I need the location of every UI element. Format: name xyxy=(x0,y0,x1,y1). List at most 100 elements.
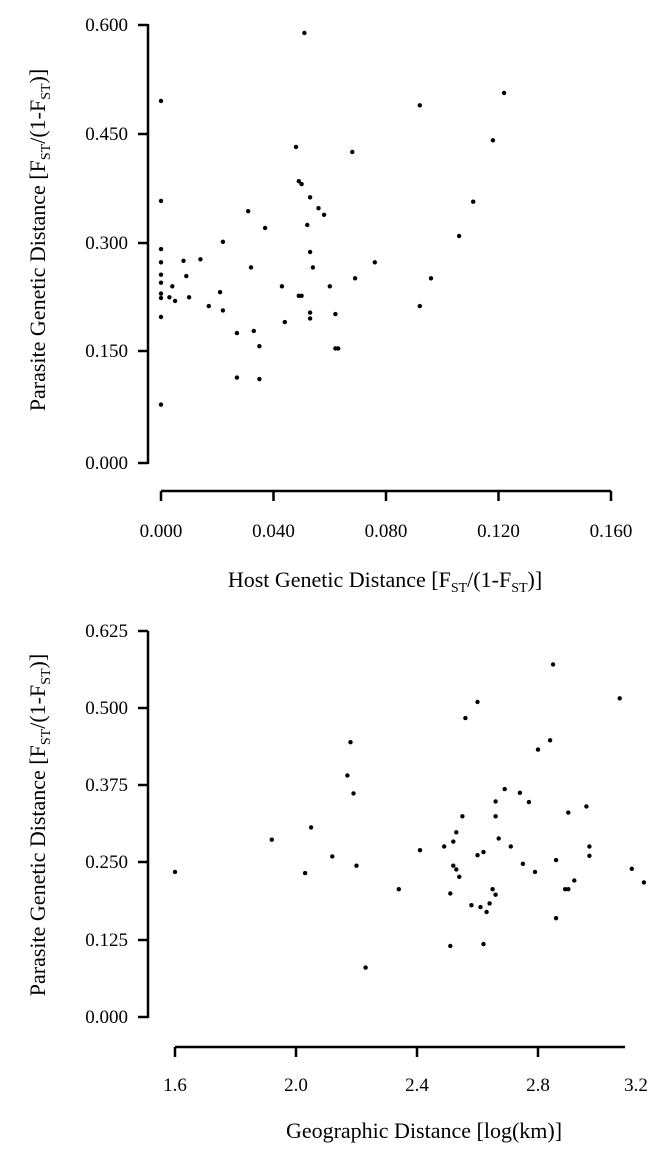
data-point xyxy=(307,316,313,321)
data-point xyxy=(566,887,571,892)
data-point xyxy=(251,328,256,334)
x-tick-label: 1.6 xyxy=(163,1075,187,1096)
data-point xyxy=(186,295,192,300)
x-tick-label: 0.160 xyxy=(590,521,633,542)
data-point xyxy=(520,861,526,866)
data-point xyxy=(487,901,492,906)
data-point xyxy=(351,791,356,796)
data-point xyxy=(269,837,274,842)
data-point xyxy=(417,103,422,108)
data-point xyxy=(493,892,498,897)
y-tick-labels: 0.600 0.450 0.300 0.150 0.000 xyxy=(85,15,128,474)
y-tick-label: 0.125 xyxy=(85,930,128,951)
x-axis-ticks xyxy=(173,1047,540,1057)
data-point xyxy=(481,849,486,855)
data-point xyxy=(526,799,532,805)
data-point xyxy=(158,314,164,320)
data-point xyxy=(234,375,240,380)
data-point xyxy=(307,249,313,255)
y-tick-label: 0.300 xyxy=(85,233,128,254)
x-tick-label: 0.040 xyxy=(252,521,295,542)
data-point xyxy=(456,233,462,239)
data-point xyxy=(553,916,559,921)
data-point xyxy=(158,291,164,296)
data-point xyxy=(248,265,254,270)
y-tick-label: 0.450 xyxy=(85,124,128,145)
data-point xyxy=(442,844,447,849)
y-axis-ticks xyxy=(138,629,148,1019)
data-point xyxy=(158,280,164,285)
y-tick-label: 0.250 xyxy=(85,852,128,873)
data-point xyxy=(321,212,327,217)
data-point xyxy=(475,853,480,858)
data-point xyxy=(184,273,189,279)
y-axis-title: Parasite Genetic Distance [FST​/(1-FST​)… xyxy=(25,69,54,411)
data-points xyxy=(172,662,647,970)
data-point xyxy=(302,870,308,876)
data-point xyxy=(257,344,262,349)
data-point xyxy=(417,303,422,309)
data-point xyxy=(629,866,634,871)
x-tick-label: 0.080 xyxy=(365,521,408,542)
data-point xyxy=(584,804,589,809)
data-point xyxy=(307,310,313,315)
x-axis-title: Geographic Distance [log(km)] xyxy=(286,1118,562,1143)
data-point xyxy=(158,246,164,252)
y-axis-ticks xyxy=(138,23,148,465)
data-point xyxy=(550,662,556,667)
data-point xyxy=(307,195,313,200)
data-point xyxy=(572,878,577,883)
data-point xyxy=(330,854,335,859)
data-point xyxy=(279,284,285,289)
data-point xyxy=(463,715,468,721)
data-point xyxy=(293,144,299,150)
data-point xyxy=(490,887,495,892)
data-point xyxy=(587,853,592,858)
data-point xyxy=(471,199,476,204)
data-point xyxy=(345,773,350,778)
data-point xyxy=(493,814,498,819)
data-point xyxy=(428,276,434,281)
data-point xyxy=(310,265,316,270)
data-point xyxy=(299,181,304,187)
data-point xyxy=(327,284,332,289)
data-point xyxy=(469,903,474,908)
data-point xyxy=(336,346,341,351)
host-distance-scatter-plot: 0.600 0.450 0.300 0.150 0.000 0.000 0.04… xyxy=(25,15,632,596)
x-tick-label: 0.120 xyxy=(477,521,520,542)
data-point xyxy=(158,260,164,265)
data-point xyxy=(363,965,368,970)
x-tick-labels: 1.6 2.0 2.4 2.8 3.2 xyxy=(163,1075,648,1096)
data-point xyxy=(493,799,498,804)
y-tick-label: 0.625 xyxy=(85,621,128,642)
data-point xyxy=(305,222,310,228)
x-tick-label: 0.000 xyxy=(140,521,183,542)
data-point xyxy=(217,290,223,295)
data-point xyxy=(475,699,480,705)
data-point xyxy=(181,258,186,263)
data-point xyxy=(170,284,175,289)
data-point xyxy=(302,30,307,36)
x-tick-label: 2.8 xyxy=(526,1075,550,1096)
x-axis-title: Host Genetic Distance [FST​/(1-FST​)] xyxy=(228,567,542,596)
data-point xyxy=(547,738,553,743)
data-point xyxy=(158,295,164,301)
data-point xyxy=(352,276,358,281)
x-tick-label: 2.0 xyxy=(284,1075,308,1096)
data-point xyxy=(246,209,251,214)
y-tick-label: 0.500 xyxy=(85,698,128,719)
data-point xyxy=(448,943,453,949)
data-point xyxy=(220,308,226,313)
data-point xyxy=(587,844,592,849)
data-point xyxy=(617,696,622,701)
data-point xyxy=(460,814,465,819)
data-point xyxy=(158,272,164,277)
data-point xyxy=(563,887,568,892)
data-point xyxy=(158,98,164,104)
y-axis-title: Parasite Genetic Distance [FST​/(1-FST​)… xyxy=(25,654,54,996)
data-point xyxy=(198,257,203,262)
data-point xyxy=(502,786,507,792)
data-points xyxy=(158,30,507,407)
data-point xyxy=(299,293,304,298)
data-point xyxy=(167,295,172,300)
